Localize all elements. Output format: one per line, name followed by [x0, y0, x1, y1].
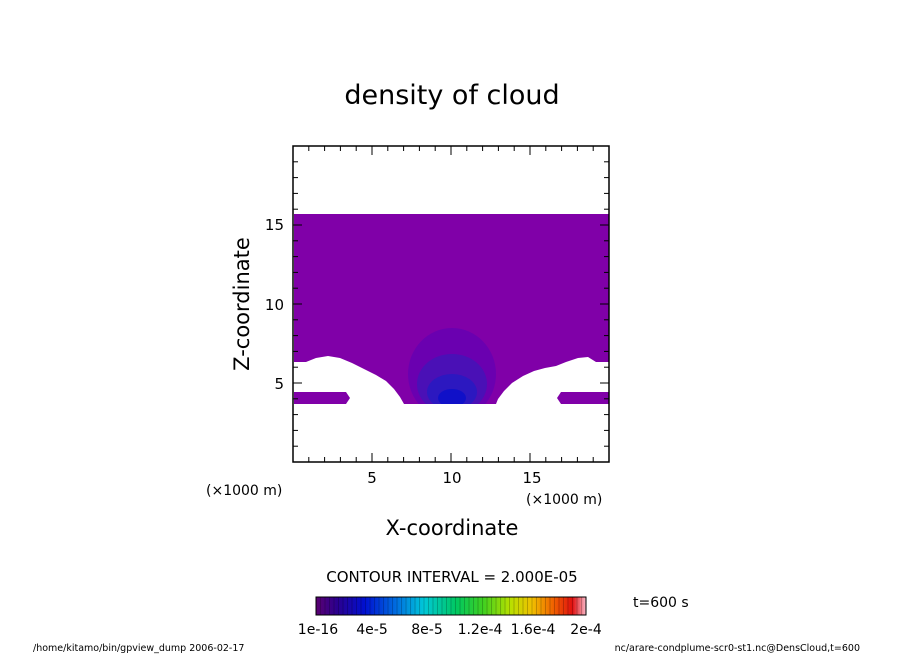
dense-core: [408, 328, 496, 404]
x-unit-note: (×1000 m): [526, 492, 602, 508]
x-axis-label: X-coordinate: [386, 516, 519, 540]
footer-right: nc/arare-condplume-scr0-st1.nc@DensCloud…: [615, 643, 860, 654]
y-tick-label: 5: [274, 375, 284, 393]
colorbar-tick-label: 1.6e-4: [511, 622, 556, 638]
time-label: t=600 s: [633, 595, 689, 611]
colorbar-tick-label: 8e-5: [411, 622, 442, 638]
core-band-4: [438, 389, 466, 404]
axis-ticks: [293, 146, 609, 462]
x-tick-labels: 5 10 15: [367, 469, 541, 487]
colorbar-tick-labels: 1e-16 4e-5 8e-5 1.2e-4 1.6e-4 2e-4: [298, 622, 602, 638]
colorbar-tick-label: 4e-5: [356, 622, 387, 638]
cloud-right-strip: [557, 392, 609, 404]
cloud-density-field: [294, 214, 609, 404]
footer-left: /home/kitamo/bin/gpview_dump 2006-02-17: [33, 643, 244, 654]
y-tick-labels: 5 10 15: [265, 216, 284, 393]
colorbar-stripes: [320, 597, 582, 615]
y-tick-label: 15: [265, 216, 284, 234]
colorbar-tick-label: 1.2e-4: [458, 622, 503, 638]
colorbar-gradient: [315, 596, 587, 616]
x-tick-label: 10: [442, 469, 461, 487]
cloud-base-region: [294, 214, 609, 404]
colorbar: [315, 596, 587, 616]
chart-title: density of cloud: [344, 80, 559, 111]
y-axis-label: Z-coordinate: [230, 237, 254, 371]
y-unit-note: (×1000 m): [206, 483, 282, 499]
x-tick-label: 5: [367, 469, 377, 487]
contour-interval-label: CONTOUR INTERVAL = 2.000E-05: [326, 568, 577, 586]
x-tick-label: 15: [522, 469, 541, 487]
y-tick-label: 10: [265, 296, 284, 314]
cloud-left-strip: [294, 392, 350, 404]
colorbar-tick-label: 1e-16: [298, 622, 338, 638]
colorbar-tick-label: 2e-4: [570, 622, 602, 638]
